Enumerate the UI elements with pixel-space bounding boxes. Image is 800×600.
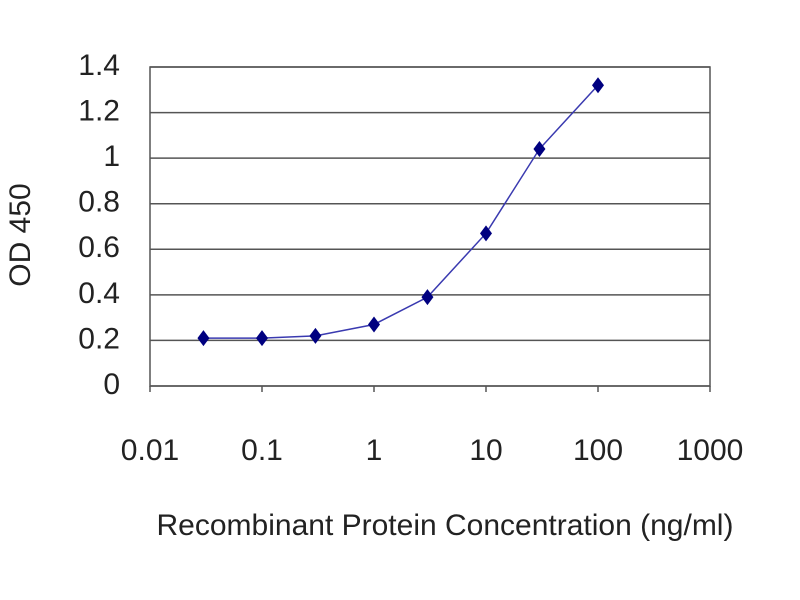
data-marker bbox=[256, 330, 268, 347]
x-tick-label: 100 bbox=[573, 434, 623, 467]
data-marker bbox=[480, 225, 492, 242]
x-tick-label: 1 bbox=[366, 434, 383, 467]
y-tick-label: 0.8 bbox=[78, 186, 120, 219]
y-tick-label: 0.6 bbox=[78, 231, 120, 264]
x-tick-label: 10 bbox=[469, 434, 502, 467]
y-tick-label: 0 bbox=[103, 368, 120, 401]
data-marker bbox=[592, 77, 604, 94]
y-tick-label: 0.4 bbox=[78, 277, 120, 310]
x-tick-label: 0.01 bbox=[121, 434, 179, 467]
data-line bbox=[203, 84, 599, 339]
y-tick-label: 0.2 bbox=[78, 322, 120, 355]
y-tick-label: 1 bbox=[103, 140, 120, 173]
x-axis-title: Recombinant Protein Concentration (ng/ml… bbox=[157, 509, 734, 542]
data-marker bbox=[368, 316, 380, 333]
data-marker bbox=[533, 141, 546, 158]
y-axis-title: OD 450 bbox=[4, 183, 37, 286]
data-marker bbox=[421, 289, 434, 306]
x-tick-label: 0.1 bbox=[241, 434, 283, 467]
data-marker bbox=[309, 327, 322, 344]
x-tick-label: 1000 bbox=[677, 434, 744, 467]
plot-area bbox=[149, 66, 711, 387]
data-marker bbox=[197, 330, 210, 347]
y-tick-label: 1.4 bbox=[78, 49, 120, 82]
y-tick-label: 1.2 bbox=[78, 94, 120, 127]
